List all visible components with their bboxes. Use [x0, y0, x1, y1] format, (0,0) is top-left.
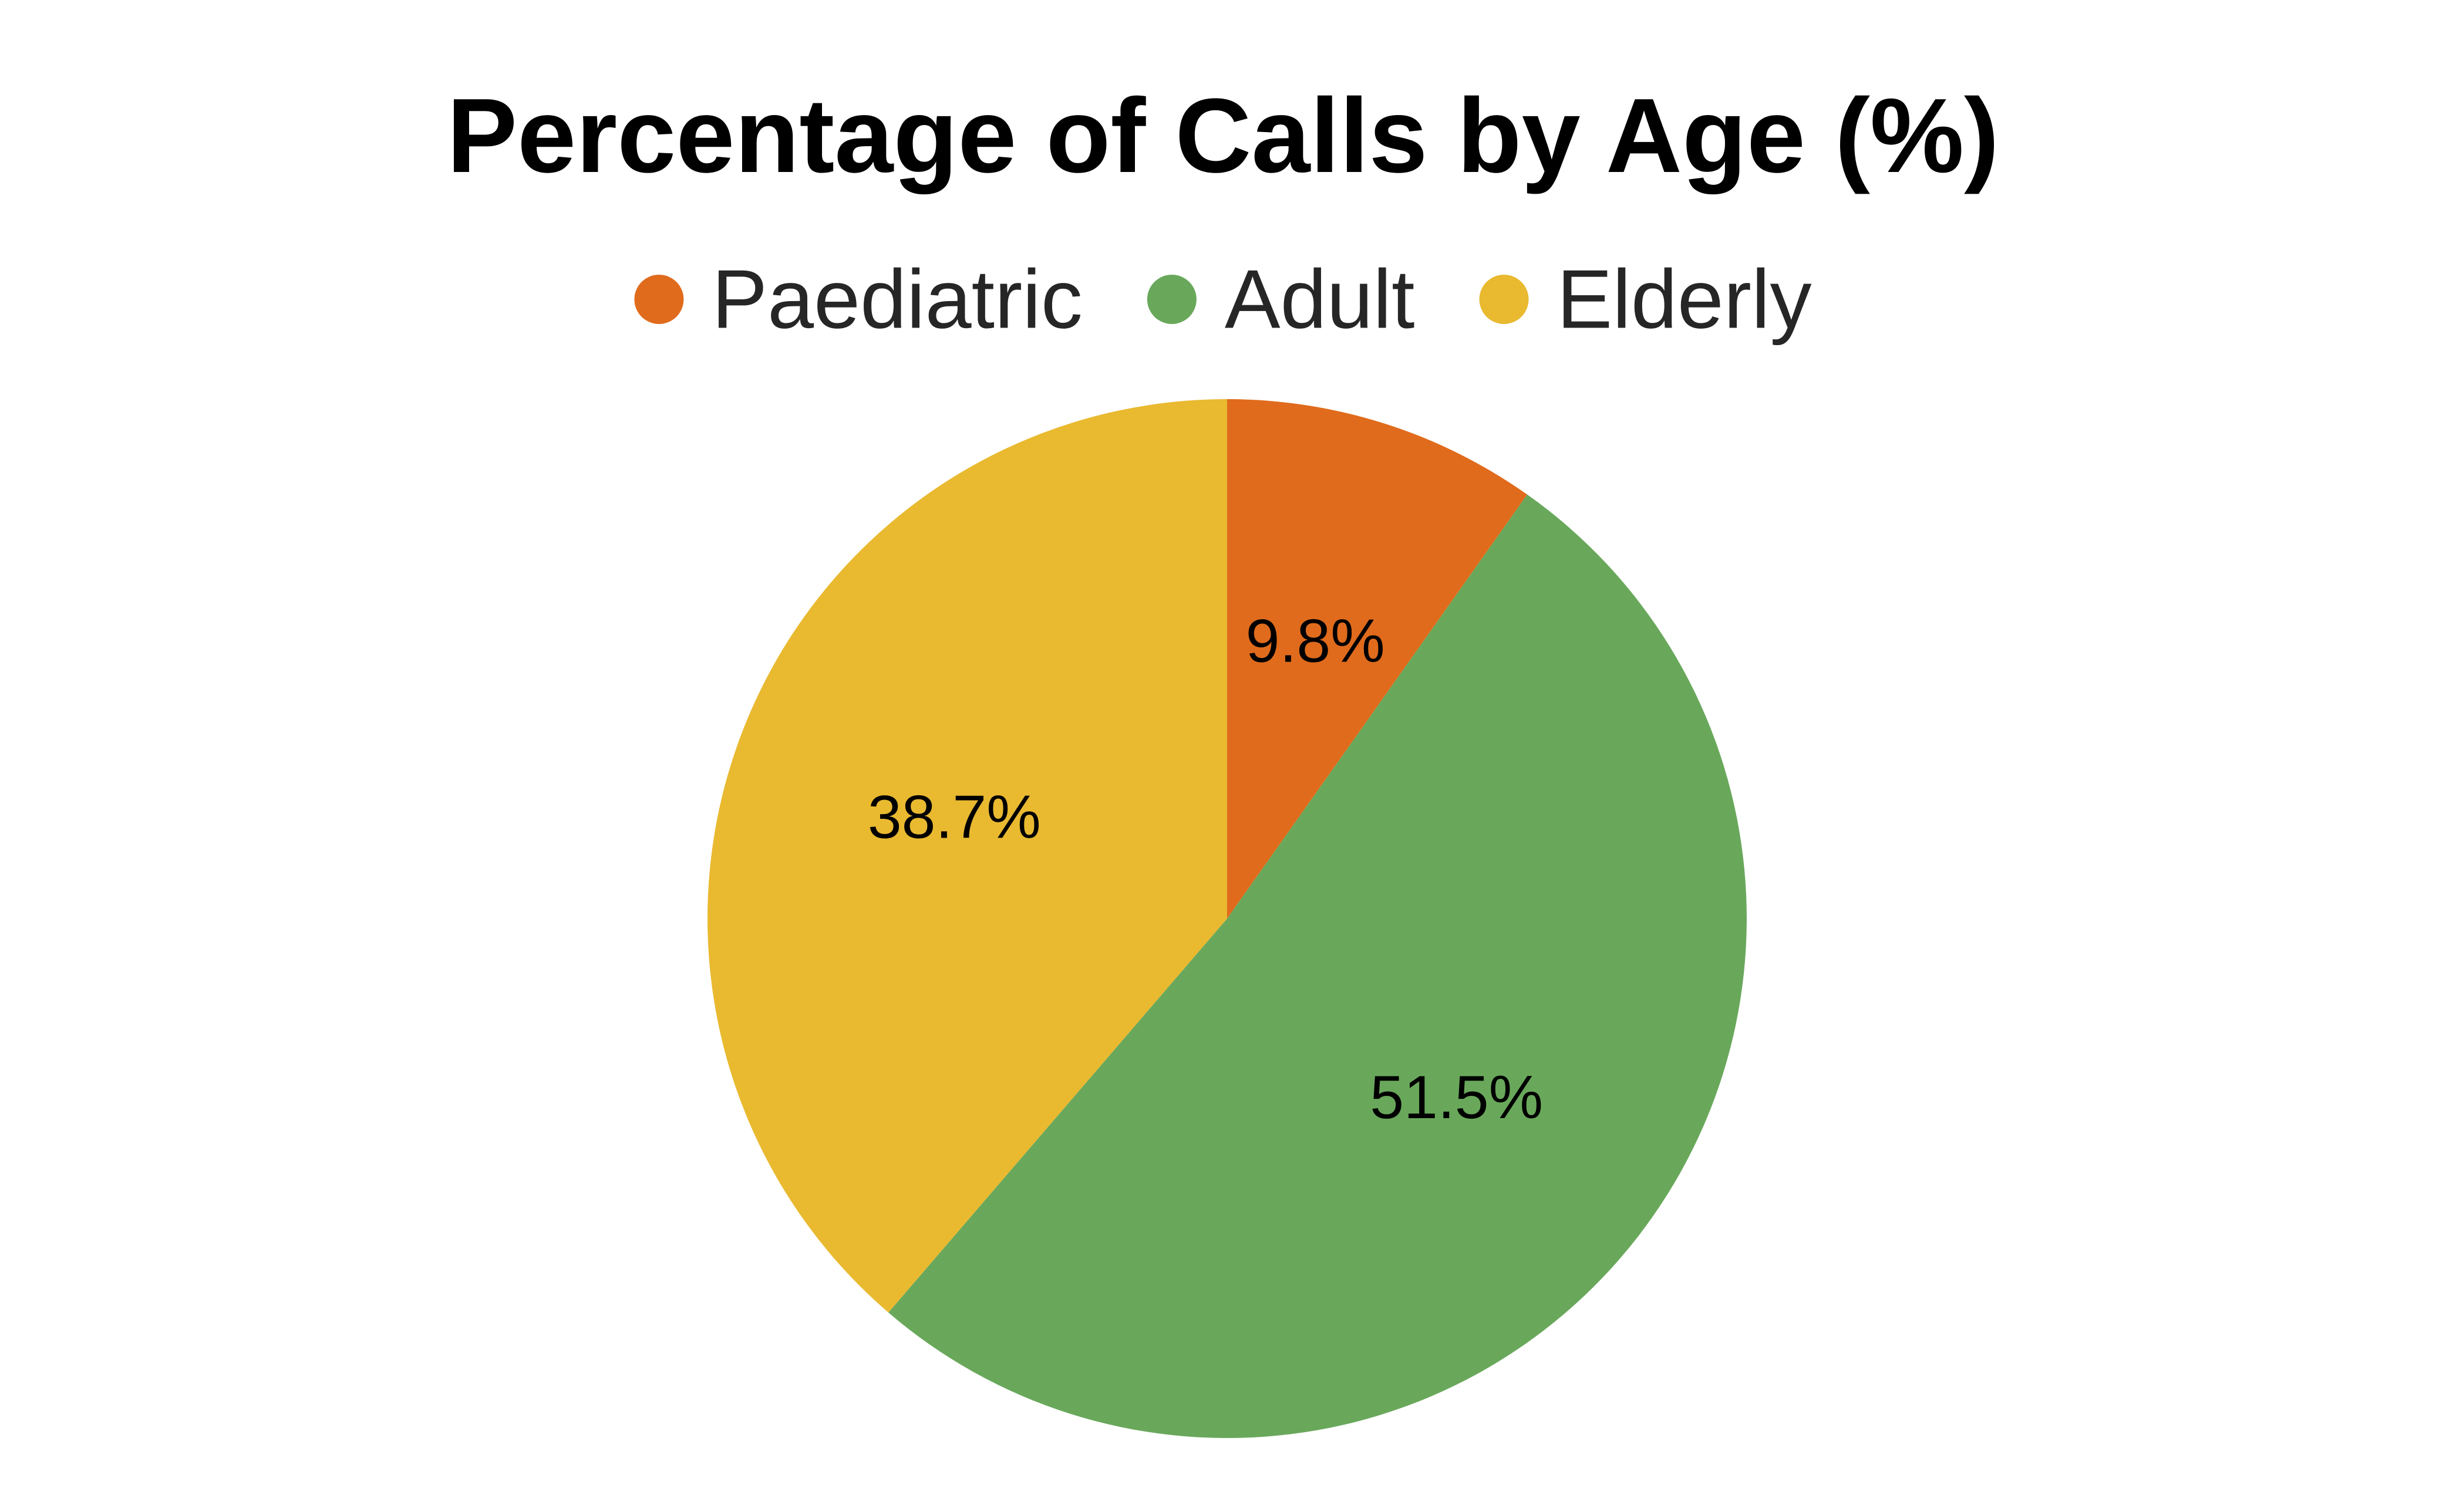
legend-item-paediatric: Paediatric	[634, 253, 1083, 346]
legend-label-elderly: Elderly	[1557, 253, 1812, 346]
legend-item-adult: Adult	[1147, 253, 1415, 346]
legend-label-adult: Adult	[1225, 253, 1415, 346]
chart-title: Percentage of Calls by Age (%)	[447, 77, 1999, 195]
data-label-elderly: 38.7%	[868, 784, 1041, 852]
data-label-adult: 51.5%	[1370, 1064, 1543, 1132]
legend-label-paediatric: Paediatric	[712, 253, 1082, 346]
legend-item-elderly: Elderly	[1479, 253, 1812, 346]
pie-slice-paediatric	[1227, 399, 1528, 919]
pie-slice-elderly	[707, 399, 1227, 1313]
legend: Paediatric Adult Elderly	[634, 253, 1812, 346]
data-labels: 9.8% 51.5% 38.7%	[868, 608, 1543, 1132]
legend-marker-elderly	[1479, 275, 1529, 324]
pie-slice-adult	[888, 494, 1747, 1438]
legend-marker-adult	[1147, 275, 1197, 324]
data-label-paediatric: 9.8%	[1246, 608, 1385, 676]
legend-marker-paediatric	[634, 275, 684, 324]
pie-slices	[707, 399, 1747, 1438]
